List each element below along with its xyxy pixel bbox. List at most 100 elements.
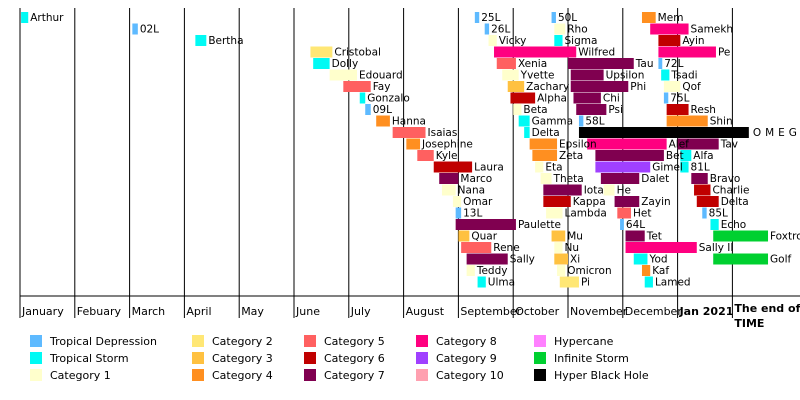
storm-bar-golf xyxy=(713,253,769,265)
storm-labels: Arthur02LBerthaCristobalDollyEdouardFayG… xyxy=(30,12,800,289)
storm-bar-yvette xyxy=(502,69,519,81)
storm-label-wilfred: Wilfred xyxy=(578,47,615,59)
storm-label-iota: Iota xyxy=(584,185,604,197)
storm-bar-delta xyxy=(696,196,719,207)
storm-label-tsadi: Tsadi xyxy=(670,70,697,82)
legend-swatch-category-1 xyxy=(30,369,42,381)
storm-bar-tau xyxy=(568,58,634,69)
legend-label-hypercane: Hypercane xyxy=(554,335,614,348)
legend-swatch-tropical-storm xyxy=(30,352,42,364)
storm-label-rene: Rene xyxy=(493,242,519,254)
storm-bar-25l xyxy=(474,12,480,23)
legend-swatch-infinite-storm xyxy=(534,352,546,364)
storm-label-rho: Rho xyxy=(567,24,587,36)
storm-bar-arthur xyxy=(21,12,29,23)
storm-bar-rene xyxy=(461,242,492,253)
storm-label-josephine: Josephine xyxy=(421,139,473,151)
storm-bar-theta xyxy=(540,173,552,184)
storm-label-hanna: Hanna xyxy=(392,116,426,128)
storm-label-26l: 26L xyxy=(491,24,510,36)
storm-bar-bet xyxy=(595,150,664,161)
storm-label-zayin: Zayin xyxy=(641,196,670,208)
storm-bar-rho xyxy=(554,23,566,35)
storm-bar-dolly xyxy=(313,58,330,69)
storm-label-25l: 25L xyxy=(481,12,500,24)
storm-label-cristobal: Cristobal xyxy=(334,47,381,59)
storm-bar-gonzalo xyxy=(359,92,366,104)
storm-label-omar: Omar xyxy=(463,196,493,208)
storm-bar-81l xyxy=(680,161,689,173)
month-tick-label: Febuary xyxy=(77,305,122,318)
storm-bar-alfa xyxy=(680,150,692,161)
storm-bar-mu xyxy=(551,230,566,242)
storm-label-ayin: Ayin xyxy=(682,35,704,47)
storm-label-bravo: Bravo xyxy=(710,173,741,185)
storm-bar-vicky xyxy=(488,35,497,46)
storm-bar-beta xyxy=(513,104,522,115)
storm-bar-zayin xyxy=(614,196,640,207)
storm-label-delta: Delta xyxy=(532,127,560,139)
storm-bar-delta xyxy=(524,127,530,138)
storm-bars xyxy=(21,12,769,288)
storm-bar-58l xyxy=(578,115,584,127)
storm-bar-85l xyxy=(702,207,707,219)
legend-swatch-category-6 xyxy=(304,352,316,364)
storm-label-mu: Mu xyxy=(567,231,583,243)
storm-bar-alef xyxy=(587,138,667,150)
storm-label-phi: Phi xyxy=(630,81,646,93)
storm-label-kappa: Kappa xyxy=(573,196,606,208)
storm-label-yod: Yod xyxy=(648,254,667,266)
storm-label-upsilon: Upsilon xyxy=(606,70,645,82)
legend-swatch-category-3 xyxy=(192,352,204,364)
storm-label-kaf: Kaf xyxy=(652,265,669,277)
storm-label-09l: 09L xyxy=(373,104,392,116)
storm-bar-pe xyxy=(658,46,716,58)
storm-label-yvette: Yvette xyxy=(520,70,555,82)
legend-label-category-7: Category 7 xyxy=(324,369,385,382)
storm-label-qof: Qof xyxy=(682,81,701,93)
storm-label-64l: 64L xyxy=(626,219,645,231)
storm-bar-edouard xyxy=(329,69,358,81)
storm-label-dolly: Dolly xyxy=(332,58,359,70)
storm-label-13l: 13L xyxy=(463,208,482,220)
storm-bar-omega xyxy=(578,127,749,138)
storm-label-nana: Nana xyxy=(458,185,485,197)
legend-swatch-hypercane xyxy=(534,335,546,347)
storm-label-58l: 58L xyxy=(585,116,604,128)
storm-bar-tsadi xyxy=(661,69,670,81)
storm-bar-lamed xyxy=(644,276,653,288)
storm-bar-eta xyxy=(535,161,544,173)
storm-bar-26l xyxy=(484,23,490,35)
storm-label-72l: 72L xyxy=(664,58,683,70)
storm-bar-marco xyxy=(439,173,459,184)
storm-label-75l: 75L xyxy=(670,93,689,105)
storm-bar-kyle xyxy=(417,150,434,161)
storm-bar-wilfred xyxy=(494,46,577,58)
legend-label-category-3: Category 3 xyxy=(212,352,273,365)
storm-bar-phi xyxy=(570,81,629,92)
storm-bar-omicron xyxy=(557,265,566,276)
storm-label-alfa: Alfa xyxy=(693,150,713,162)
storm-bar-mem xyxy=(641,12,656,23)
storm-label-beta: Beta xyxy=(523,104,547,116)
storm-bar-charlie xyxy=(694,184,711,196)
storm-bar-josephine xyxy=(406,138,421,150)
storm-bar-upsilon xyxy=(570,69,604,81)
month-tick-label: July xyxy=(350,305,371,318)
month-tick-label: April xyxy=(186,305,211,318)
storm-label-tav: Tav xyxy=(720,139,738,151)
storm-label-arthur: Arthur xyxy=(30,12,64,24)
storm-bar-fay xyxy=(343,81,371,92)
storm-bar-sally-ii xyxy=(625,242,697,253)
storm-label-50l: 50L xyxy=(558,12,577,24)
legend-label-category-4: Category 4 xyxy=(212,369,273,382)
legend-swatch-category-9 xyxy=(416,352,428,364)
storm-bar-samekh xyxy=(650,23,689,35)
storm-bar-kaf xyxy=(641,265,651,276)
storm-label-ulma: Ulma xyxy=(488,277,515,289)
storm-bar-xi xyxy=(554,253,568,265)
storm-bar-alpha xyxy=(510,92,536,104)
storm-label-02l: 02L xyxy=(140,24,159,36)
storm-bar-paulette xyxy=(455,219,516,230)
